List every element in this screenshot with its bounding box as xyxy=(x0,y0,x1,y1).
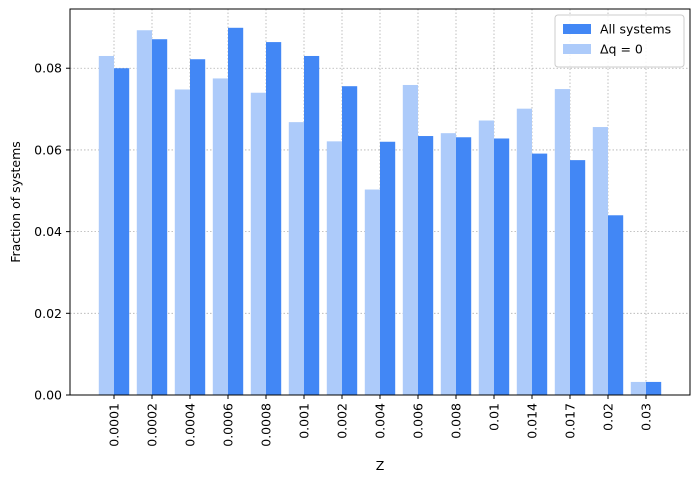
legend-swatch xyxy=(563,44,591,54)
bar-all-systems xyxy=(228,27,244,395)
x-tick-label: 0.0006 xyxy=(221,403,236,447)
x-tick-label: 0.006 xyxy=(411,403,426,439)
x-tick-label: 0.001 xyxy=(297,403,312,439)
y-axis-label: Fraction of systems xyxy=(8,141,23,263)
bar-all-systems xyxy=(304,55,320,396)
bar-dq0 xyxy=(250,92,266,396)
bar-all-systems xyxy=(342,86,358,395)
y-tick-label: 0.02 xyxy=(34,306,62,321)
x-tick-label: 0.0004 xyxy=(183,403,198,447)
y-axis-ticks: 0.00 0.02 0.04 0.06 0.08 xyxy=(34,61,70,403)
bar-dq0 xyxy=(516,108,532,395)
bar-dq0 xyxy=(592,127,608,395)
bar-dq0 xyxy=(288,122,304,396)
x-tick-label: 0.008 xyxy=(449,403,464,439)
bar-all-systems xyxy=(152,39,168,396)
bar-dq0 xyxy=(326,141,342,395)
legend: All systems Δq = 0 xyxy=(554,14,685,68)
x-tick-label: 0.03 xyxy=(639,403,654,431)
bar-all-systems xyxy=(380,141,396,395)
bar-dq0 xyxy=(212,78,228,396)
bar-all-systems xyxy=(456,137,472,396)
bar-all-systems xyxy=(646,381,662,395)
bar-all-systems xyxy=(266,42,282,395)
x-tick-label: 0.017 xyxy=(563,403,578,439)
x-tick-label: 0.0002 xyxy=(145,403,160,447)
legend-swatch xyxy=(563,24,591,34)
y-tick-label: 0.04 xyxy=(34,224,62,239)
y-tick-label: 0.06 xyxy=(34,142,62,157)
bar-dq0 xyxy=(364,189,380,395)
y-tick-label: 0.08 xyxy=(34,61,62,76)
bar-dq0 xyxy=(478,120,494,395)
x-tick-label: 0.02 xyxy=(601,403,616,431)
bar-dq0 xyxy=(440,133,456,396)
x-tick-label: 0.0008 xyxy=(259,403,274,447)
bar-all-systems xyxy=(570,160,586,395)
x-tick-label: 0.014 xyxy=(525,403,540,439)
bar-dq0 xyxy=(554,89,570,395)
bar-dq0 xyxy=(402,84,418,395)
bar-all-systems xyxy=(418,136,434,395)
x-tick-label: 0.002 xyxy=(335,403,350,439)
bar-all-systems xyxy=(190,59,206,395)
legend-label: All systems xyxy=(600,22,671,37)
bar-dq0 xyxy=(98,55,114,396)
x-tick-label: 0.01 xyxy=(487,403,502,431)
x-axis-ticks: 0.0001 0.0002 0.0004 0.0006 0.0008 0.001 0.002… xyxy=(107,395,654,447)
bar-all-systems xyxy=(532,153,548,395)
bar-all-systems xyxy=(608,215,624,395)
legend-label: Δq = 0 xyxy=(600,42,643,57)
bar-dq0 xyxy=(630,381,646,395)
bar-all-systems xyxy=(114,68,130,396)
x-tick-label: 0.0001 xyxy=(107,403,122,447)
bar-dq0 xyxy=(174,89,190,396)
x-tick-label: 0.004 xyxy=(373,403,388,439)
bars xyxy=(98,27,662,396)
bar-all-systems xyxy=(494,138,510,396)
bar-dq0 xyxy=(136,30,152,396)
x-axis-label: Z xyxy=(376,458,385,473)
y-tick-label: 0.00 xyxy=(34,388,62,403)
